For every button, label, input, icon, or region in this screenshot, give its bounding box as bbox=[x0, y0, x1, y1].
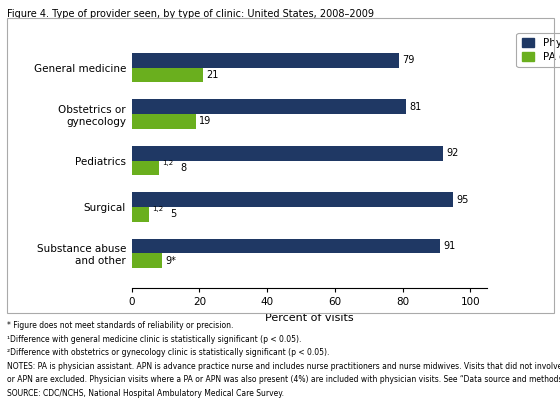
Bar bbox=[132, 53, 399, 67]
Text: 95: 95 bbox=[457, 195, 469, 204]
Bar bbox=[132, 192, 454, 207]
X-axis label: Percent of visits: Percent of visits bbox=[265, 313, 354, 323]
Text: 19: 19 bbox=[199, 117, 212, 126]
Bar bbox=[132, 207, 148, 222]
Bar bbox=[132, 99, 406, 114]
Text: 79: 79 bbox=[403, 55, 415, 65]
Text: ²Difference with obstetrics or gynecology clinic is statistically significant (p: ²Difference with obstetrics or gynecolog… bbox=[7, 348, 329, 357]
Bar bbox=[132, 254, 162, 268]
Legend: Physician, PA or APN only: Physician, PA or APN only bbox=[516, 33, 560, 67]
Bar bbox=[132, 160, 158, 175]
Text: Figure 4. Type of provider seen, by type of clinic: United States, 2008–2009: Figure 4. Type of provider seen, by type… bbox=[7, 9, 374, 19]
Text: 21: 21 bbox=[206, 70, 218, 80]
Text: 5: 5 bbox=[170, 209, 176, 220]
Text: * Figure does not meet standards of reliability or precision.: * Figure does not meet standards of reli… bbox=[7, 321, 233, 330]
Bar bbox=[132, 67, 203, 83]
Bar bbox=[132, 114, 196, 129]
Text: NOTES: PA is physician assistant. APN is advance practice nurse and includes nur: NOTES: PA is physician assistant. APN is… bbox=[7, 362, 560, 371]
Bar bbox=[132, 238, 440, 254]
Text: 8: 8 bbox=[180, 163, 186, 173]
Text: 1,2: 1,2 bbox=[152, 206, 163, 212]
Text: 9*: 9* bbox=[165, 256, 176, 266]
Bar bbox=[132, 146, 443, 161]
Text: 91: 91 bbox=[443, 241, 455, 251]
Text: 1,2: 1,2 bbox=[162, 160, 173, 166]
Text: or APN are excluded. Physician visits where a PA or APN was also present (4%) ar: or APN are excluded. Physician visits wh… bbox=[7, 375, 560, 384]
Text: 92: 92 bbox=[446, 148, 459, 158]
Text: 81: 81 bbox=[409, 101, 422, 112]
Text: ¹Difference with general medicine clinic is statistically significant (p < 0.05): ¹Difference with general medicine clinic… bbox=[7, 335, 301, 344]
Text: SOURCE: CDC/NCHS, National Hospital Ambulatory Medical Care Survey.: SOURCE: CDC/NCHS, National Hospital Ambu… bbox=[7, 389, 284, 398]
